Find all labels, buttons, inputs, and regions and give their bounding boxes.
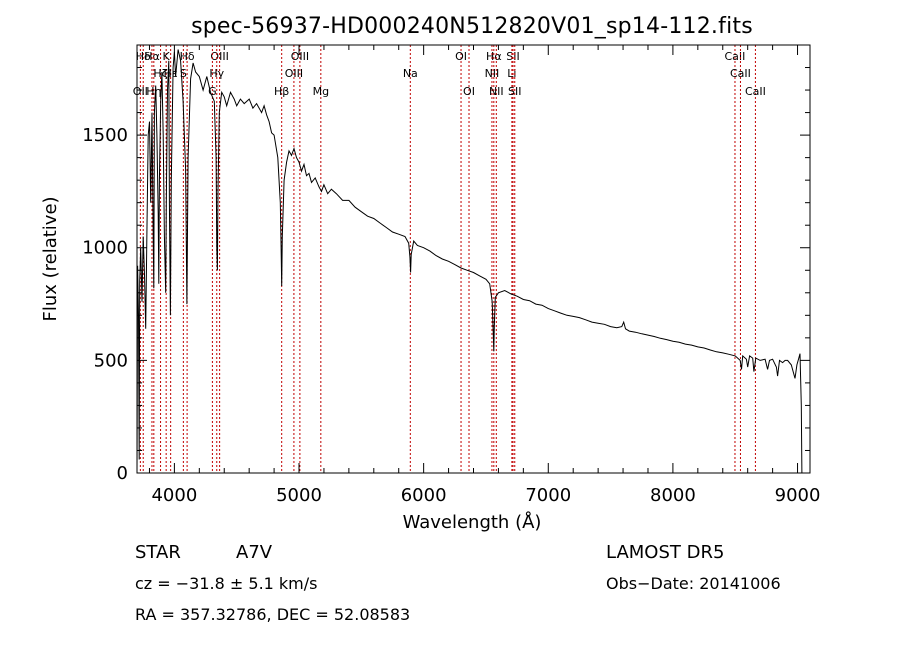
marker-label-24: SII <box>508 85 521 98</box>
y-axis: 0 500 1000 1500 <box>82 67 810 484</box>
x-tick-label-2: 6000 <box>401 485 447 506</box>
survey-name: LAMOST DR5 <box>606 542 724 563</box>
y-tick-label-1: 500 <box>94 350 128 371</box>
x-tick-label-5: 9000 <box>775 485 821 506</box>
marker-label-11: G <box>208 85 217 98</box>
coordinates: RA = 357.32786, DEC = 52.08583 <box>135 605 410 624</box>
marker-label-21: NII <box>489 85 504 98</box>
x-tick-label-3: 7000 <box>525 485 571 506</box>
marker-label-8: S <box>180 67 187 80</box>
marker-label-17: OI <box>455 50 467 63</box>
x-tick-label-4: 8000 <box>650 485 696 506</box>
marker-label-16: Na <box>403 67 418 80</box>
marker-label-7: Hδ <box>180 50 195 63</box>
marker-label-13: OIII <box>291 50 309 63</box>
plot-frame <box>136 44 811 474</box>
marker-label-3: Hε <box>164 67 178 80</box>
spectral-subclass: A7V <box>236 542 273 563</box>
marker-label-14: OIII <box>285 67 303 80</box>
redshift-cz: cz = −31.8 ± 5.1 km/s <box>135 574 318 593</box>
x-axis-label: Wavelength (Å) <box>403 511 542 533</box>
marker-label-25: CaII <box>725 50 746 63</box>
observation-date: Obs−Date: 20141006 <box>606 574 781 593</box>
marker-label-26: CaII <box>730 67 751 80</box>
x-tick-label-1: 5000 <box>276 485 322 506</box>
y-tick-label-0: 0 <box>117 463 128 484</box>
marker-label-23: Li <box>507 67 516 80</box>
y-tick-label-3: 1500 <box>82 125 128 146</box>
marker-label-15: Mg <box>313 85 329 98</box>
marker-label-4: Hζ <box>153 67 167 80</box>
marker-label-12: Hβ <box>274 85 289 98</box>
marker-label-20: NII <box>485 67 500 80</box>
marker-label-27: CaII <box>745 85 766 98</box>
marker-label-18: OI <box>463 85 475 98</box>
marker-label-2: K <box>163 50 171 63</box>
spectrum-series <box>136 49 803 474</box>
x-axis: 4000 5000 6000 7000 8000 9000 <box>148 45 821 506</box>
y-axis-label: Flux (relative) <box>40 196 61 321</box>
marker-label-9: OIII <box>210 50 228 63</box>
marker-label-1: Hα <box>144 50 160 63</box>
spectrum-line-0 <box>136 49 803 474</box>
marker-label-6: Hη <box>146 85 161 98</box>
marker-label-19: Hα <box>486 50 502 63</box>
object-class: STAR <box>135 542 181 563</box>
marker-label-10: Hγ <box>209 67 224 80</box>
x-tick-label-0: 4000 <box>151 485 197 506</box>
marker-label-0: Hδ <box>136 50 151 63</box>
chart-title: spec-56937-HD000240N512820V01_sp14-112.f… <box>191 14 753 39</box>
marker-label-22: SII <box>506 50 519 63</box>
y-tick-label-2: 1000 <box>82 238 128 259</box>
